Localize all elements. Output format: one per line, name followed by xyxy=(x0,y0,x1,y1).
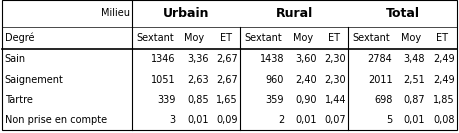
Text: Total: Total xyxy=(386,7,420,20)
Text: 2,67: 2,67 xyxy=(216,54,238,64)
Text: 0,01: 0,01 xyxy=(403,115,425,125)
Text: 3,48: 3,48 xyxy=(403,54,425,64)
Text: Sain: Sain xyxy=(5,54,26,64)
Text: 2: 2 xyxy=(278,115,284,125)
Text: 2,49: 2,49 xyxy=(433,75,454,85)
Text: Milieu: Milieu xyxy=(101,8,130,18)
Text: ET: ET xyxy=(436,33,448,43)
Text: ET: ET xyxy=(219,33,231,43)
Text: 3,36: 3,36 xyxy=(187,54,208,64)
Text: Degré: Degré xyxy=(5,33,34,43)
Text: Sextant: Sextant xyxy=(353,33,391,43)
Text: Saignement: Saignement xyxy=(5,75,63,85)
Text: 1346: 1346 xyxy=(151,54,176,64)
Text: 2,40: 2,40 xyxy=(295,75,317,85)
Text: ET: ET xyxy=(328,33,340,43)
Text: Rural: Rural xyxy=(276,7,313,20)
Text: 1,44: 1,44 xyxy=(325,95,346,105)
Text: 0,85: 0,85 xyxy=(187,95,208,105)
Text: 2,30: 2,30 xyxy=(325,75,346,85)
Text: 1051: 1051 xyxy=(151,75,176,85)
Text: Sextant: Sextant xyxy=(245,33,282,43)
Text: 960: 960 xyxy=(266,75,284,85)
Text: 0,90: 0,90 xyxy=(295,95,317,105)
Text: 3: 3 xyxy=(170,115,176,125)
Text: Non prise en compte: Non prise en compte xyxy=(5,115,106,125)
Text: Moy: Moy xyxy=(401,33,421,43)
Text: 0,01: 0,01 xyxy=(295,115,317,125)
Text: 2011: 2011 xyxy=(368,75,392,85)
Text: 0,08: 0,08 xyxy=(433,115,454,125)
Text: 339: 339 xyxy=(157,95,176,105)
Text: 2,49: 2,49 xyxy=(433,54,454,64)
Text: Tartre: Tartre xyxy=(5,95,33,105)
Text: 359: 359 xyxy=(266,95,284,105)
Text: 2,63: 2,63 xyxy=(187,75,208,85)
Text: 1,85: 1,85 xyxy=(433,95,454,105)
Text: Moy: Moy xyxy=(293,33,313,43)
Text: 698: 698 xyxy=(374,95,392,105)
Text: Urbain: Urbain xyxy=(163,7,209,20)
Text: 2,67: 2,67 xyxy=(216,75,238,85)
Text: 0,07: 0,07 xyxy=(325,115,346,125)
Text: 3,60: 3,60 xyxy=(295,54,317,64)
Text: 0,09: 0,09 xyxy=(216,115,238,125)
Text: Sextant: Sextant xyxy=(136,33,174,43)
Text: 1,65: 1,65 xyxy=(216,95,238,105)
Text: 0,87: 0,87 xyxy=(403,95,425,105)
Text: 0,01: 0,01 xyxy=(187,115,208,125)
Text: 5: 5 xyxy=(386,115,392,125)
Text: 2,51: 2,51 xyxy=(403,75,425,85)
Text: 2,30: 2,30 xyxy=(325,54,346,64)
Text: Moy: Moy xyxy=(185,33,205,43)
Text: 2784: 2784 xyxy=(368,54,392,64)
Text: 1438: 1438 xyxy=(260,54,284,64)
